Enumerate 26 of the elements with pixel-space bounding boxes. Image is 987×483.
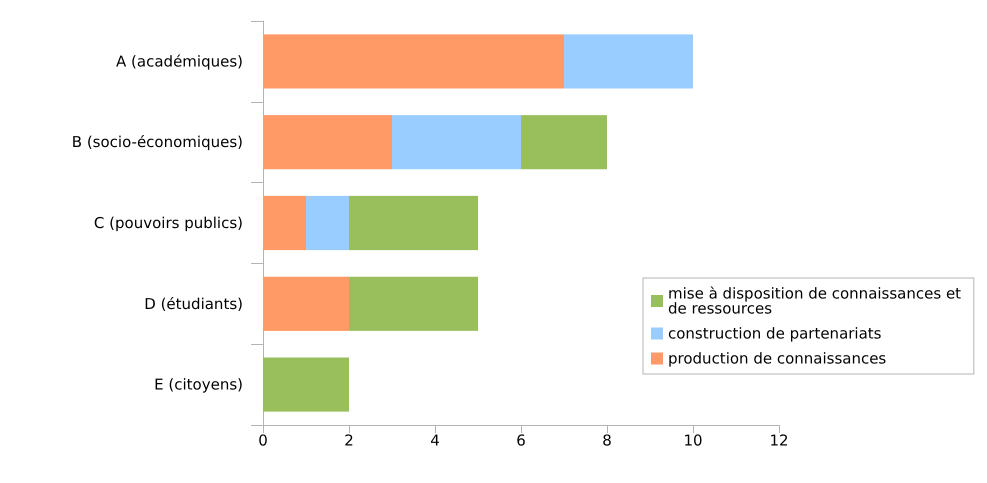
bar — [349, 276, 478, 331]
bar — [263, 358, 349, 412]
legend-label: production de connaissances — [668, 350, 886, 368]
legend-label: mise à disposition de connaissances et de ressources — [668, 284, 966, 318]
x-tick-label: 0 — [258, 432, 268, 450]
bar — [521, 115, 607, 170]
y-tick-label: E (citoyens) — [154, 376, 243, 394]
y-tick-label: B (socio-économiques) — [72, 133, 243, 152]
bar — [263, 115, 392, 170]
y-tick-label: C (pouvoirs publics) — [94, 214, 243, 232]
x-tick-label: 2 — [344, 432, 354, 450]
y-tick-label: D (étudiants) — [144, 294, 243, 313]
bar — [263, 276, 349, 331]
bar — [306, 196, 349, 250]
x-tick-label: 12 — [769, 432, 789, 450]
bar — [392, 115, 521, 170]
bar — [564, 34, 693, 88]
legend-label: construction de partenariats — [668, 324, 882, 342]
x-tick-label: 8 — [602, 432, 612, 450]
bar — [263, 196, 306, 250]
bar — [263, 34, 564, 88]
x-tick-label: 4 — [430, 432, 440, 450]
x-tick-label: 6 — [516, 432, 526, 450]
y-tick-label: A (académiques) — [116, 52, 243, 70]
x-tick-label: 10 — [683, 432, 703, 450]
bar — [349, 196, 478, 250]
